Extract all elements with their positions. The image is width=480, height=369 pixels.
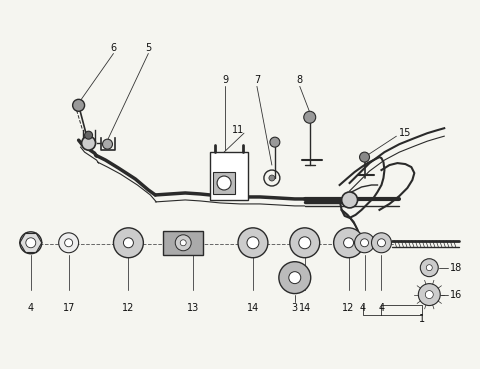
Text: 14: 14	[299, 303, 311, 313]
Circle shape	[247, 237, 259, 249]
Text: 14: 14	[247, 303, 259, 313]
Circle shape	[84, 131, 93, 139]
Circle shape	[360, 239, 369, 247]
Circle shape	[290, 228, 320, 258]
Text: 12: 12	[122, 303, 134, 313]
Circle shape	[270, 137, 280, 147]
Text: 12: 12	[342, 303, 355, 313]
Circle shape	[123, 238, 133, 248]
Bar	[163, 231, 203, 255]
Circle shape	[420, 259, 438, 277]
Text: 17: 17	[62, 303, 75, 313]
Bar	[210, 152, 248, 200]
Circle shape	[342, 192, 358, 208]
Circle shape	[425, 291, 433, 299]
Circle shape	[180, 240, 186, 246]
Circle shape	[113, 228, 144, 258]
Text: 13: 13	[187, 303, 199, 313]
Circle shape	[344, 238, 354, 248]
Text: 18: 18	[450, 263, 462, 273]
Text: 16: 16	[450, 290, 462, 300]
Circle shape	[360, 152, 370, 162]
Circle shape	[175, 235, 191, 251]
Text: 7: 7	[254, 75, 260, 85]
Text: 4: 4	[28, 303, 34, 313]
Text: 3: 3	[292, 303, 298, 313]
Circle shape	[304, 111, 316, 123]
Circle shape	[299, 237, 311, 249]
Circle shape	[103, 139, 112, 149]
Circle shape	[65, 239, 72, 247]
Circle shape	[334, 228, 363, 258]
Circle shape	[72, 99, 84, 111]
Circle shape	[217, 176, 231, 190]
Circle shape	[372, 233, 391, 253]
Circle shape	[377, 239, 385, 247]
Circle shape	[59, 233, 79, 253]
Circle shape	[279, 262, 311, 294]
Circle shape	[82, 136, 96, 150]
Circle shape	[269, 175, 275, 181]
Text: 11: 11	[232, 125, 244, 135]
Text: 8: 8	[297, 75, 303, 85]
Text: 6: 6	[110, 42, 117, 52]
Circle shape	[419, 284, 440, 306]
Bar	[213, 172, 235, 194]
Text: 5: 5	[145, 42, 152, 52]
Circle shape	[238, 228, 268, 258]
Circle shape	[355, 233, 374, 253]
Text: 15: 15	[399, 128, 412, 138]
Text: 4: 4	[378, 303, 384, 313]
Text: 1: 1	[419, 314, 425, 324]
Circle shape	[20, 232, 42, 254]
Circle shape	[289, 272, 301, 284]
Text: 9: 9	[222, 75, 228, 85]
Circle shape	[426, 265, 432, 271]
Circle shape	[26, 238, 36, 248]
Text: 4: 4	[360, 303, 366, 313]
